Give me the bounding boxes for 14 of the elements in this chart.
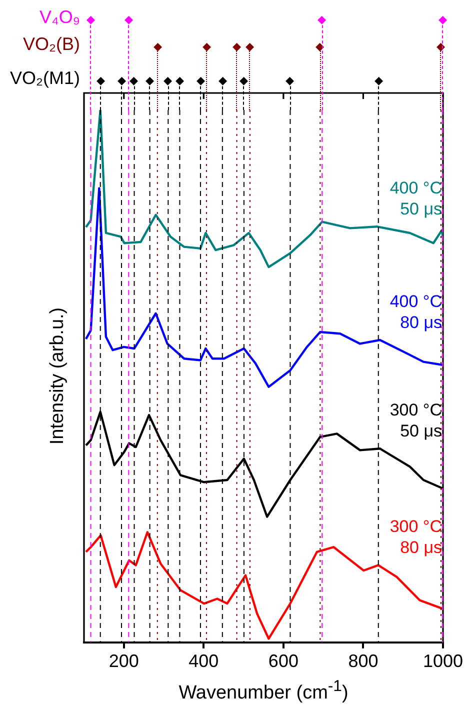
series-label: 300 °C 50 μs	[390, 400, 442, 441]
series-label: 400 °C 50 μs	[390, 178, 442, 219]
text: VO₂(M1)	[10, 68, 80, 88]
series-label: 300 °C 80 μs	[390, 517, 442, 558]
series-label: 400 °C 80 μs	[390, 292, 442, 332]
x-tick-label: 800	[348, 651, 378, 672]
text: V₄O₉	[40, 6, 80, 27]
x-tick-label: 400	[188, 651, 219, 672]
x-tick-label: 200	[108, 651, 139, 672]
x-axis-title: Wavenumber (cm$^{-1}$)	[178, 678, 348, 704]
text: VO₂(B)	[23, 34, 80, 54]
x-tick-label: 600	[268, 651, 298, 672]
x-tick-label: 1000	[422, 651, 464, 672]
y-axis-title: Intensity (arb.u.)	[47, 307, 69, 445]
